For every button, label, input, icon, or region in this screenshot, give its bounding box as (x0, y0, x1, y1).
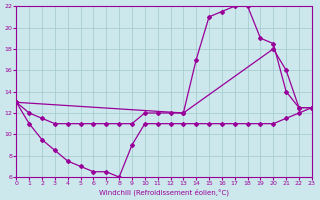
X-axis label: Windchill (Refroidissement éolien,°C): Windchill (Refroidissement éolien,°C) (99, 188, 229, 196)
